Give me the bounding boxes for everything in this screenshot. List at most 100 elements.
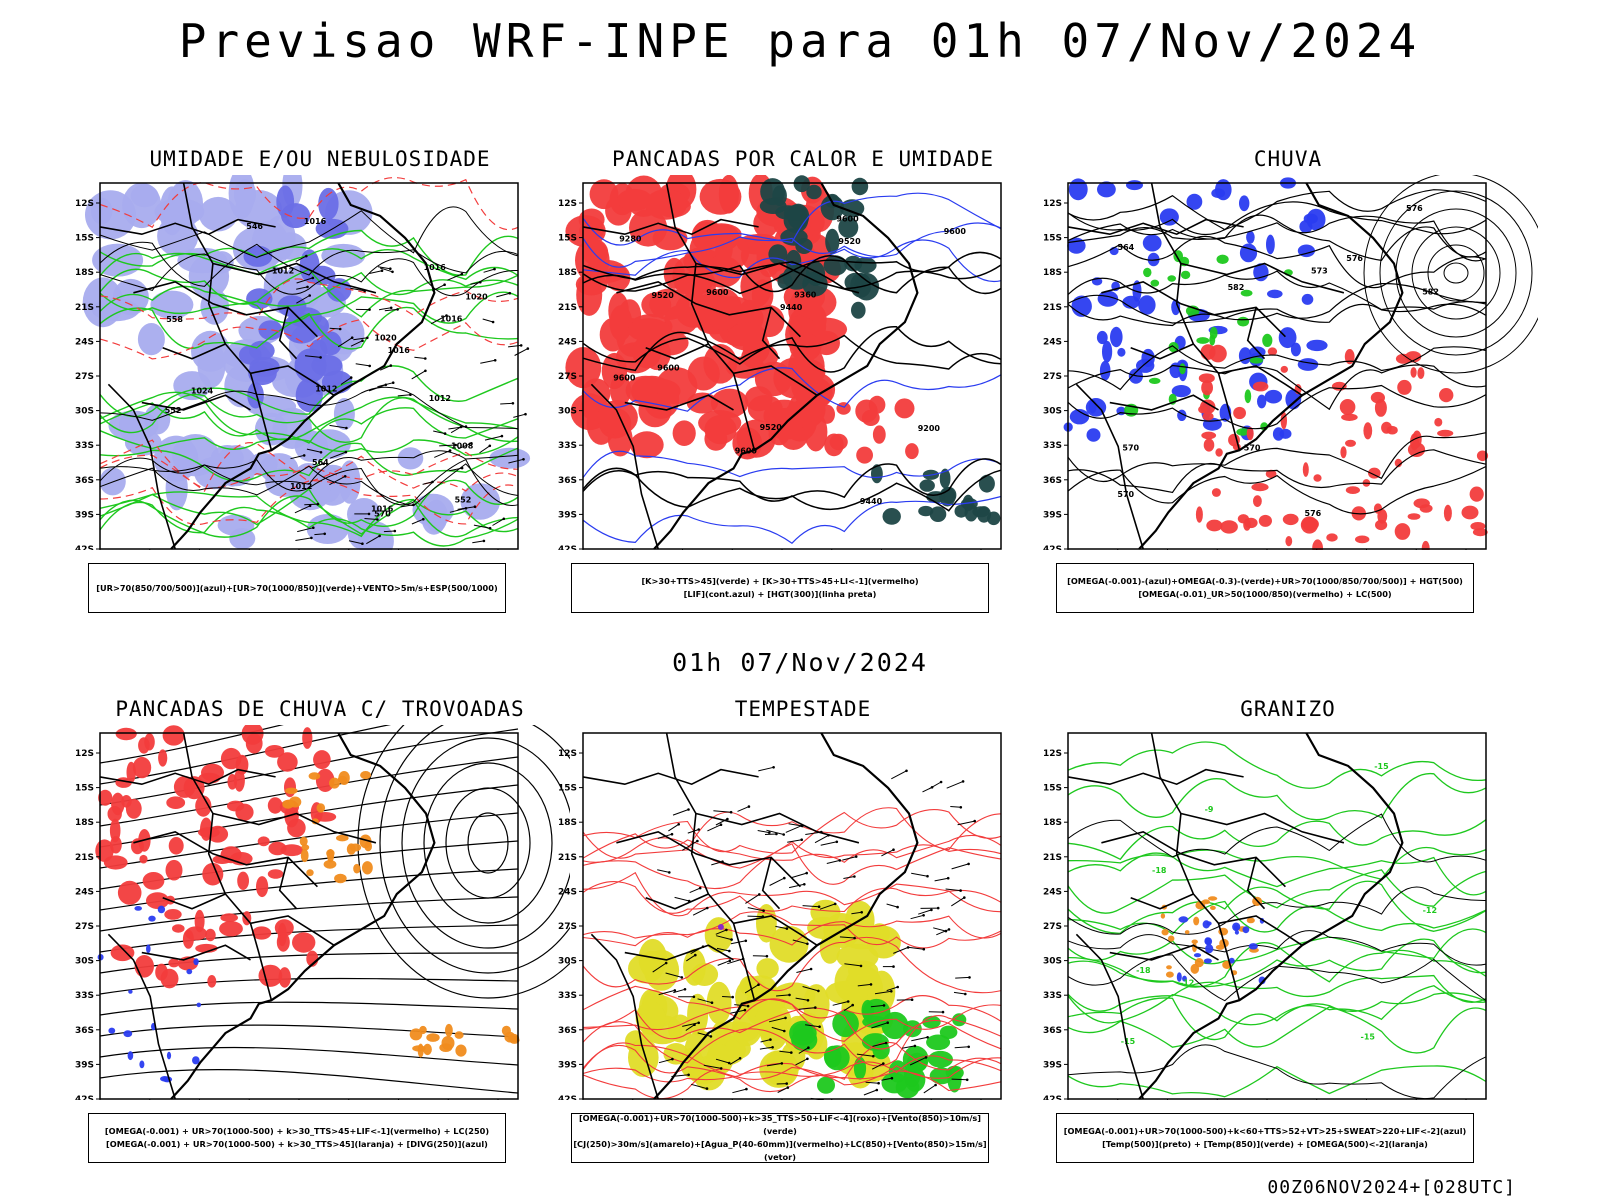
contour-line — [1067, 773, 1487, 821]
field-blob — [1068, 178, 1088, 201]
wind-vector — [483, 268, 495, 273]
wind-vector — [379, 267, 393, 273]
field-blob — [98, 789, 113, 806]
wind-vector-head — [964, 992, 967, 996]
field-blob — [112, 278, 149, 316]
country-border — [733, 915, 818, 946]
wind-vector-head — [727, 1061, 731, 1065]
field-blob — [1297, 358, 1319, 371]
field-blob — [627, 318, 670, 342]
wind-vector-head — [470, 442, 473, 445]
field-blob — [108, 1027, 116, 1034]
field-blob — [1202, 412, 1214, 421]
field-blob — [412, 1045, 426, 1052]
wind-vector-head — [769, 1038, 772, 1041]
lat-tick-label: 12S — [558, 749, 577, 759]
wind-vector-head — [378, 534, 381, 538]
wind-vector — [909, 1056, 927, 1066]
contour-line — [582, 1062, 1002, 1092]
field-blob — [601, 352, 628, 390]
field-blob — [280, 844, 304, 857]
contour-value-label: 9520 — [760, 423, 783, 432]
wind-vector — [304, 503, 318, 506]
contour-value-label: 552 — [455, 495, 472, 504]
map-area: -15 -12 -9 -15 -18 -18 -12 -15 12S 15S 18S 21S 24S 27… — [1038, 725, 1538, 1100]
field-blob — [806, 184, 822, 200]
wind-vector — [844, 963, 862, 967]
contour-line — [1067, 1065, 1487, 1098]
wind-vector-head — [319, 451, 323, 454]
country-border — [624, 394, 734, 411]
streamline — [99, 977, 519, 995]
wind-vector — [377, 266, 391, 270]
wind-vector-head — [719, 823, 723, 826]
wind-vector-head — [882, 1062, 885, 1065]
field-blob — [1171, 299, 1181, 316]
wind-vector — [933, 927, 947, 932]
wind-vector-head — [922, 914, 925, 917]
wind-vector — [715, 1058, 730, 1064]
streamline — [99, 725, 284, 764]
country-border — [107, 933, 176, 1100]
lat-tick-label: 15S — [558, 784, 577, 794]
wind-vector-head — [673, 989, 677, 992]
field-blob — [1233, 925, 1239, 931]
field-blob — [609, 305, 633, 342]
wind-vector-head — [869, 983, 873, 986]
field-blob — [198, 196, 238, 232]
lat-tick-label: 39S — [1043, 1060, 1062, 1070]
contour-line — [99, 450, 519, 486]
wind-vector-head — [738, 1057, 742, 1060]
wind-vector — [707, 824, 722, 832]
country-border — [695, 812, 860, 844]
streamline — [99, 725, 392, 785]
wind-vector-head — [725, 928, 728, 932]
lat-tick-label: 15S — [558, 234, 577, 244]
wind-vector-head — [422, 517, 425, 521]
lat-tick-label: 27S — [1043, 922, 1062, 932]
contour-line — [1067, 214, 1487, 262]
field-blob — [1150, 279, 1160, 287]
contour-line — [99, 430, 519, 456]
wind-vector-head — [875, 1088, 879, 1092]
wind-vector-head — [344, 450, 348, 454]
country-border — [733, 365, 818, 396]
country-border — [616, 830, 801, 888]
wind-vector-head — [965, 1078, 969, 1082]
wind-vector-head — [896, 985, 899, 989]
wind-vector — [692, 907, 708, 916]
field-blob — [274, 919, 294, 937]
wind-vector — [857, 983, 872, 987]
lat-tick-label: 42S — [558, 1095, 577, 1100]
field-blob — [672, 420, 696, 446]
wind-vector-head — [396, 308, 399, 311]
wind-vector-head — [502, 517, 506, 521]
field-blob — [706, 981, 732, 1025]
field-blob — [1117, 347, 1126, 357]
wind-vector-head — [694, 953, 697, 957]
country-border — [1101, 830, 1286, 888]
contour-line — [99, 442, 519, 482]
field-blob — [1097, 181, 1116, 198]
field-blob — [1207, 896, 1218, 901]
field-blob — [861, 1033, 889, 1051]
lat-tick-label: 15S — [1043, 234, 1062, 244]
contour-line — [582, 1042, 1002, 1093]
field-blob — [315, 768, 335, 792]
field-blob — [1407, 513, 1421, 520]
field-blob — [1257, 394, 1267, 409]
wind-vector-head — [726, 817, 729, 821]
contour-value-label: 9600 — [657, 364, 680, 373]
wind-vector-head — [846, 1000, 850, 1003]
wind-vector — [839, 936, 855, 939]
panel-title: PANCADAS DE CHUVA C/ TROVOADAS — [115, 697, 525, 721]
contour-value-label: -12 — [1180, 978, 1194, 987]
high-pressure-ring — [1363, 175, 1538, 374]
contour-line — [1067, 194, 1487, 235]
contour-line — [1067, 869, 1487, 914]
wind-vector — [752, 955, 767, 957]
wind-vector-head — [493, 359, 497, 362]
contour-value-label: -15 — [1121, 1037, 1136, 1046]
wind-vector — [953, 991, 966, 995]
field-blob — [277, 752, 298, 772]
